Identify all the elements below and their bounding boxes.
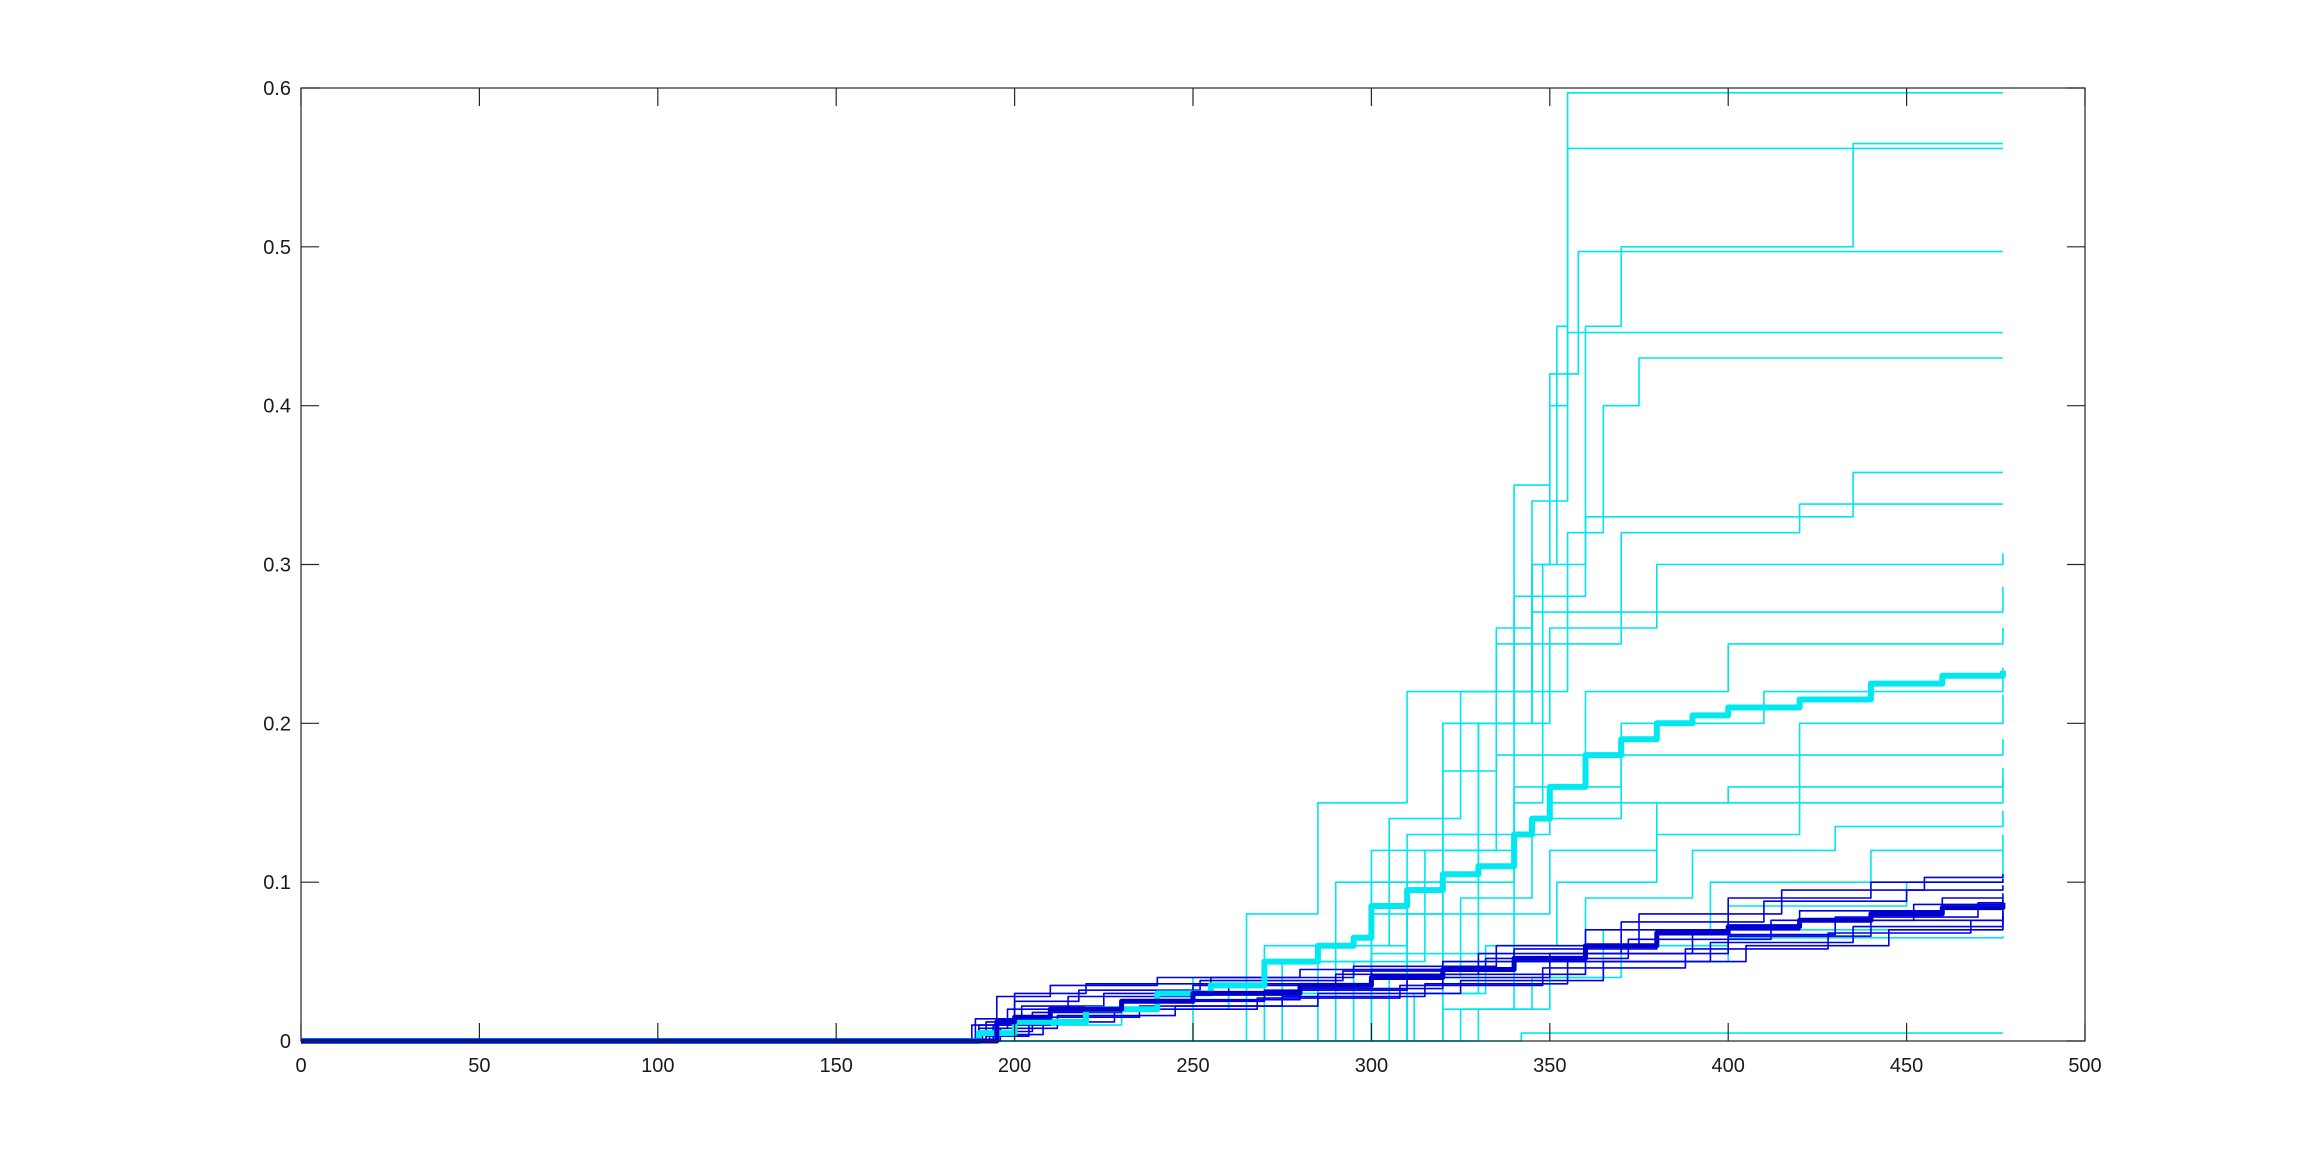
- cyan-series-14: [301, 694, 2004, 1042]
- y-tick-label: 0.6: [263, 78, 291, 100]
- x-tick-label: 500: [2068, 1055, 2101, 1077]
- x-tick-label: 300: [1355, 1055, 1388, 1077]
- cyan-series-9: [301, 503, 2003, 1042]
- y-tick-label: 0.3: [263, 555, 291, 577]
- axes-layer: 0 50 100 150 200 250 300 350 400 450 500 0 0.1 0.2 0.3…: [263, 78, 2102, 1077]
- blue-series-30: [301, 917, 2004, 1042]
- x-tick-label: 400: [1712, 1055, 1745, 1077]
- blue-series-24: [301, 879, 2004, 1042]
- blue-mean-series: [301, 902, 2006, 1044]
- x-tick-label: 50: [468, 1055, 490, 1077]
- blue-series-31: [301, 874, 2004, 1042]
- cyan-series-16: [301, 767, 2004, 1042]
- x-tick-label: 100: [641, 1055, 674, 1077]
- cyan-series-17: [301, 778, 2004, 1042]
- x-tick-label: 450: [1890, 1055, 1923, 1077]
- cyan-series-8: [301, 471, 2003, 1042]
- x-tick-label: 150: [820, 1055, 853, 1077]
- cyan-series-21: [301, 936, 2004, 1042]
- blue-series-33: [301, 898, 2004, 1042]
- blue-series-32: [301, 915, 2004, 1042]
- y-tick-label: 0: [280, 1031, 291, 1053]
- cyan-series-10: [301, 553, 2004, 1042]
- blue-series-25: [301, 885, 2004, 1042]
- cyan-series-15: [301, 739, 2004, 1042]
- x-tick-label: 350: [1533, 1055, 1566, 1077]
- cyan-series-11: [301, 586, 2004, 1042]
- y-tick-label: 0.2: [263, 713, 291, 735]
- series-layer: [301, 92, 2006, 1044]
- blue-series-27: [301, 899, 2004, 1042]
- x-tick-label: 250: [1176, 1055, 1209, 1077]
- blue-series-26: [301, 893, 2004, 1042]
- y-tick-label: 0.4: [263, 396, 291, 418]
- cyan-series-12: [301, 628, 2004, 1042]
- x-tick-label: 0: [295, 1055, 306, 1077]
- cyan-mean-series: [301, 670, 2006, 1044]
- x-tick-label: 200: [998, 1055, 1031, 1077]
- y-tick-label: 0.1: [263, 872, 291, 894]
- y-tick-label: 0.5: [263, 237, 291, 259]
- cyan-series-23: [301, 913, 2004, 1042]
- cyan-series-3: [301, 147, 2003, 1042]
